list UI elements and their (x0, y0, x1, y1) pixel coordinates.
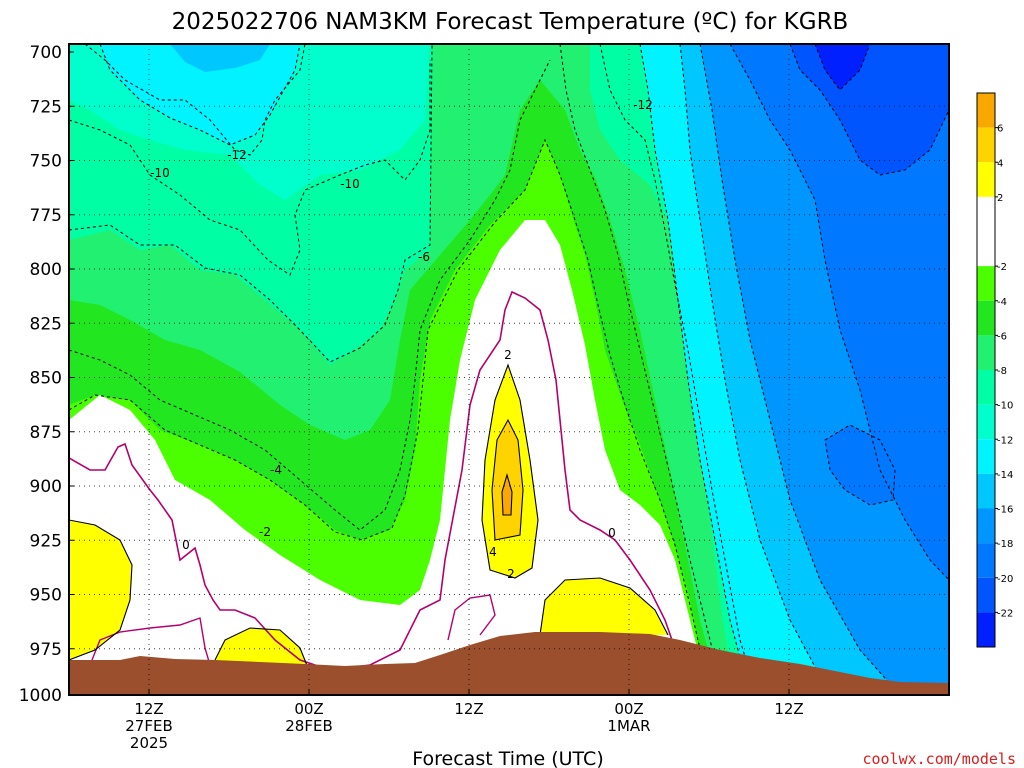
colorbar: 6 4 2 -2 -4 -6 -8 -10 -12 -14 -16 -18 -20 -22 (976, 92, 1013, 648)
colorbar-band (977, 543, 995, 578)
field-band (730, 44, 949, 580)
colorbar-band (977, 93, 995, 128)
x-tick-label: 00Z (294, 700, 323, 718)
credit-label: coolwx.com/models (862, 750, 1016, 768)
isotherm (481, 363, 539, 579)
isotherm (539, 577, 669, 636)
colorbar-label: 6 (997, 124, 1003, 135)
colorbar-label: -2 (997, 262, 1007, 273)
contour-label: 2 (504, 348, 512, 362)
contour-label: -12 (227, 148, 247, 162)
contour-label: 2 (507, 567, 515, 581)
x-tick-label: 12Z (134, 700, 163, 718)
plot-frame (68, 43, 950, 696)
y-tick-label: 975 (30, 640, 62, 660)
colorbar-band (977, 300, 995, 336)
colorbar-label: -10 (997, 401, 1013, 412)
isotherm (639, 44, 751, 695)
isotherm (559, 44, 721, 681)
y-tick-label: 800 (30, 260, 62, 280)
y-tick-label: 725 (30, 97, 62, 117)
x-tick-label: 12Z (454, 700, 483, 718)
isotherm (69, 519, 133, 661)
isotherm (789, 44, 949, 176)
contour-label: -4 (270, 463, 282, 477)
field-band (170, 44, 270, 72)
isotherm (491, 418, 524, 541)
isotherm (824, 424, 896, 506)
colorbar-band (977, 508, 995, 544)
isotherm (214, 627, 309, 669)
x-tick-label: 27FEB (125, 717, 172, 735)
isotherm (99, 44, 301, 146)
terrain (69, 632, 949, 695)
zero-isotherm (69, 290, 673, 671)
contour-label: 0 (182, 538, 190, 552)
contour-label: -6 (418, 250, 430, 264)
colorbar-band (977, 577, 995, 613)
colorbar-band (977, 266, 995, 301)
colorbar-band (977, 473, 995, 509)
y-tick-label: 900 (30, 477, 62, 497)
zero-isotherm (91, 617, 211, 666)
field-band (100, 44, 300, 145)
isotherm (501, 473, 513, 516)
colorbar-band (977, 162, 995, 197)
colorbar-band (977, 335, 995, 370)
field-band (825, 425, 895, 505)
x-tick-label: 28FEB (285, 717, 332, 735)
colorbar-label: -20 (997, 574, 1013, 585)
x-tick-label: 1MAR (607, 717, 650, 735)
y-tick-label: 850 (30, 369, 62, 389)
y-tick-label: 825 (30, 314, 62, 334)
chart-title: 2025022706 NAM3KM Forecast Temperature (… (172, 9, 849, 35)
y-tick-label: 875 (30, 423, 62, 443)
isotherm (814, 44, 871, 91)
colorbar-label: -12 (997, 435, 1013, 446)
isotherm (69, 60, 431, 276)
y-tick-label: 750 (30, 152, 62, 172)
colorbar-label: -22 (997, 608, 1013, 619)
field-band (69, 520, 132, 660)
contour-label: -10 (340, 177, 360, 191)
contour-label: 0 (608, 526, 616, 540)
field-band (540, 578, 668, 635)
x-tick-label: 00Z (614, 700, 643, 718)
colorbar-band (977, 127, 995, 163)
x-axis-label: Forecast Time (UTC) (412, 748, 603, 768)
colorbar-band (977, 196, 995, 267)
contour-label: -2 (259, 525, 271, 539)
colorbar-label: 2 (997, 193, 1003, 204)
field-band (215, 628, 308, 668)
x-tick-label: 12Z (774, 700, 803, 718)
colorbar-band (977, 439, 995, 474)
colorbar-label: -16 (997, 505, 1013, 516)
colorbar-label: -14 (997, 470, 1013, 481)
isotherm (699, 44, 901, 695)
y-tick-label: 700 (30, 43, 62, 63)
colorbar-band (977, 612, 995, 647)
isotherm (69, 138, 708, 681)
colorbar-band (977, 404, 995, 440)
colorbar-label: -18 (997, 539, 1013, 550)
y-tick-label: 950 (30, 586, 62, 606)
colorbar-label: -4 (997, 297, 1007, 308)
field-band (815, 44, 870, 90)
y-tick-label: 775 (30, 206, 62, 226)
contour-label: -12 (633, 98, 653, 112)
contour-label: -10 (150, 166, 170, 180)
colorbar-label: -8 (997, 366, 1007, 377)
colorbar-label: -6 (997, 331, 1007, 342)
isotherm (599, 44, 756, 691)
isotherm (729, 44, 949, 581)
y-tick-label: 925 (30, 531, 62, 551)
zero-isotherm (447, 594, 496, 641)
x-tick-label: 2025 (130, 734, 168, 752)
colorbar-band (977, 370, 995, 405)
y-tick-label: 1000 (19, 686, 62, 706)
colorbar-label: 4 (997, 158, 1003, 169)
contour-label: 4 (489, 545, 497, 559)
